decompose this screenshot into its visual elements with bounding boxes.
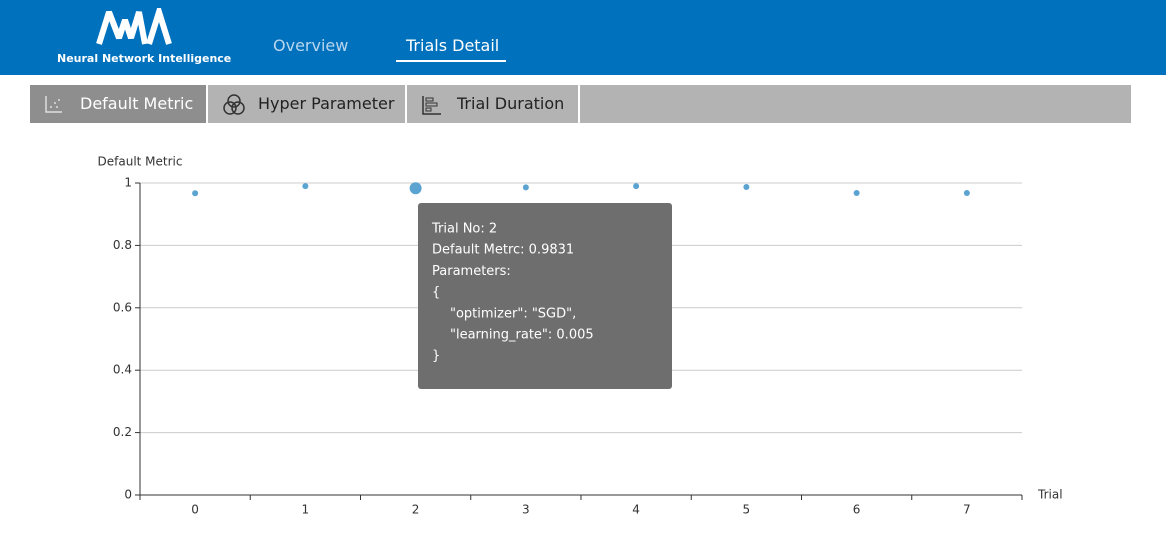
tab-label: Default Metric bbox=[80, 94, 194, 113]
x-axis-label: Trial bbox=[1037, 488, 1063, 502]
x-tick-label: 2 bbox=[412, 503, 420, 517]
y-tick-label: 0.2 bbox=[113, 425, 132, 439]
tooltip-line: Parameters: bbox=[432, 264, 511, 279]
tooltip-line: { bbox=[432, 285, 440, 300]
y-tick-label: 0.6 bbox=[113, 300, 132, 314]
logo bbox=[96, 8, 172, 45]
tooltip-line: } bbox=[432, 349, 440, 364]
tab[interactable]: Default Metric bbox=[30, 85, 208, 123]
point bbox=[192, 190, 199, 197]
point bbox=[743, 184, 750, 191]
x-tick-label: 3 bbox=[522, 503, 530, 517]
point bbox=[963, 189, 970, 196]
y-axis-label: Default Metric bbox=[98, 155, 183, 169]
x-tick-label: 0 bbox=[191, 503, 199, 517]
tab-icon bbox=[422, 96, 441, 115]
tooltip-line: Trial No: 2 bbox=[431, 222, 497, 237]
tab-bar: Default Metric Hyper Parameter Trial Dur… bbox=[30, 85, 1131, 123]
nav-underline bbox=[396, 60, 506, 62]
tooltip-line: Default Metrc: 0.9831 bbox=[432, 243, 574, 258]
x-tick-label: 7 bbox=[963, 503, 971, 517]
tab-label: Trial Duration bbox=[457, 94, 565, 113]
chart: Default Metric Trial 0 0.2 0.4 0.6 0.8 1 0 1 2 3 4… bbox=[98, 155, 1063, 517]
y-tick-label: 0.4 bbox=[113, 363, 132, 377]
tab-icon bbox=[223, 94, 245, 115]
tab-icon bbox=[45, 96, 62, 113]
point bbox=[409, 182, 422, 195]
x-tick-label: 5 bbox=[743, 503, 751, 517]
point bbox=[633, 183, 640, 190]
y-tick-label: 0 bbox=[124, 488, 132, 502]
x-tick-label: 6 bbox=[853, 503, 861, 517]
point bbox=[853, 189, 860, 196]
x-tick-label: 1 bbox=[302, 503, 310, 517]
logo-text: Neural Network Intelligence bbox=[57, 52, 232, 65]
point bbox=[522, 184, 529, 191]
tooltip-line: "learning_rate": 0.005 bbox=[450, 328, 594, 343]
tooltip-line: "optimizer": "SGD", bbox=[450, 306, 576, 321]
tooltip bbox=[418, 203, 672, 389]
y-tick-label: 0.8 bbox=[113, 238, 132, 252]
point bbox=[302, 183, 309, 190]
tab[interactable]: Trial Duration bbox=[407, 85, 580, 123]
y-tick-label: 1 bbox=[124, 176, 132, 190]
header: Neural Network Intelligence Overview Tri… bbox=[0, 0, 1166, 75]
x-tick-label: 4 bbox=[632, 503, 640, 517]
nav-link[interactable]: Trials Detail bbox=[406, 36, 500, 55]
tab-label: Hyper Parameter bbox=[258, 94, 395, 113]
tab[interactable]: Hyper Parameter bbox=[208, 85, 407, 123]
nav-link[interactable]: Overview bbox=[273, 36, 349, 55]
